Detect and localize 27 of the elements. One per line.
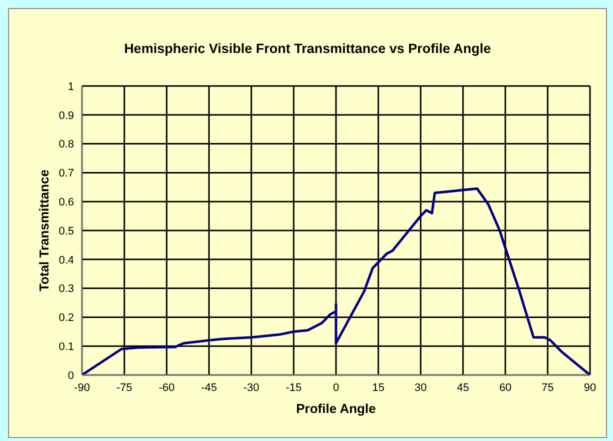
y-tick-label: 0.3 (58, 283, 74, 296)
chart-title: Hemispheric Visible Front Transmittance vs Profile Angle (123, 41, 492, 56)
x-tick-label: -15 (286, 382, 302, 394)
y-tick-label: 0.6 (58, 196, 74, 209)
x-tick-label: 45 (456, 382, 470, 394)
x-axis-title: Profile Angle (296, 401, 376, 416)
x-tick-label: 15 (372, 382, 384, 394)
y-tick-label: 0.7 (58, 168, 74, 180)
y-tick-label: 0 (68, 370, 74, 382)
y-tick-label: 0.2 (58, 312, 74, 324)
x-tick-label: -30 (243, 382, 260, 394)
x-tick-label: -60 (158, 382, 175, 394)
y-tick-label: 0.1 (58, 341, 74, 354)
y-tick-label: 0.8 (58, 138, 74, 151)
x-tick-label: 60 (499, 382, 512, 394)
x-tick-label: 90 (584, 382, 596, 394)
y-tick-label: 0.4 (58, 254, 74, 266)
y-axis-title: Total Transmittance (36, 170, 52, 292)
x-tick-label: 30 (414, 382, 427, 394)
x-tick-label: -45 (201, 382, 217, 394)
x-tick-label: -90 (74, 382, 90, 394)
x-tick-label: 0 (332, 382, 340, 394)
x-tick-label: -75 (116, 382, 132, 394)
y-tick-label: 0.9 (58, 110, 74, 122)
y-tick-label: 0.5 (58, 225, 74, 238)
y-tick-label: 1 (68, 80, 74, 93)
x-tick-label: 75 (542, 382, 554, 394)
